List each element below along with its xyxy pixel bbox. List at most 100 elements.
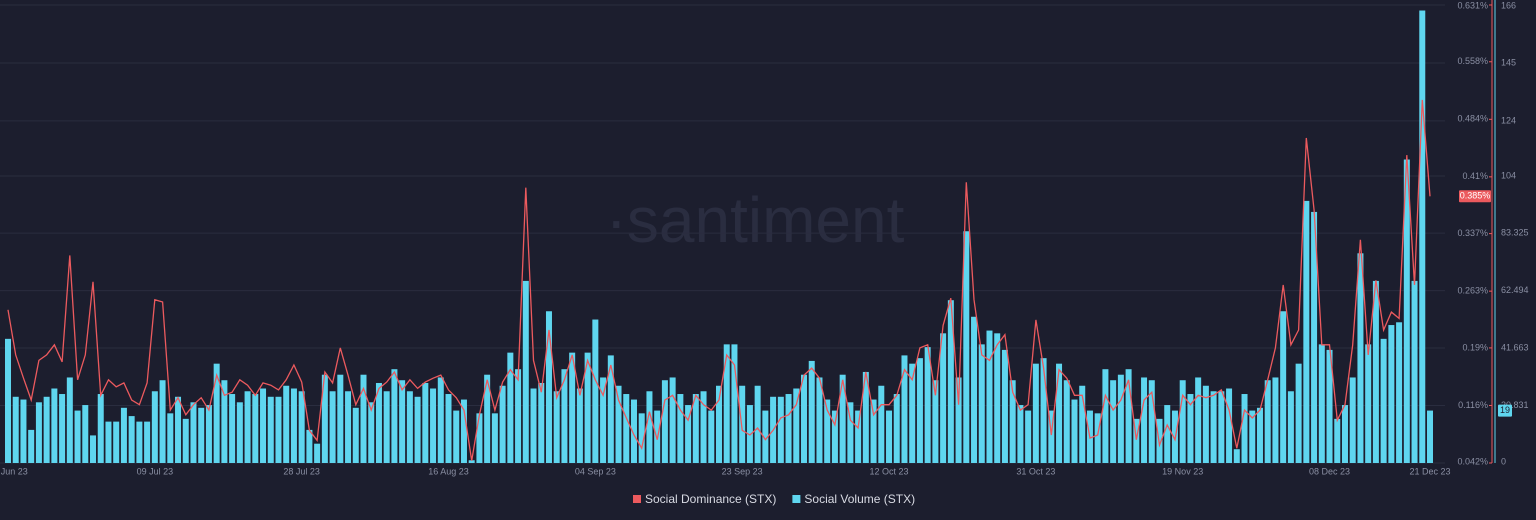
bar bbox=[1102, 369, 1109, 463]
bar bbox=[955, 377, 962, 463]
bar bbox=[120, 407, 127, 463]
bar bbox=[576, 388, 583, 463]
bar bbox=[1133, 418, 1140, 463]
bar bbox=[74, 410, 81, 463]
bar bbox=[677, 394, 684, 463]
bar bbox=[1195, 377, 1202, 463]
bar bbox=[777, 396, 784, 463]
bar bbox=[1202, 385, 1209, 463]
legend-label[interactable]: Social Volume (STX) bbox=[804, 492, 915, 506]
legend-swatch[interactable] bbox=[792, 495, 801, 503]
bar bbox=[716, 385, 722, 463]
bar bbox=[746, 405, 753, 463]
y2-tick-label: 0.042% bbox=[1457, 456, 1488, 466]
bar bbox=[1117, 374, 1124, 463]
bar bbox=[5, 338, 11, 463]
bar bbox=[870, 399, 877, 463]
bar bbox=[1396, 322, 1403, 463]
bar bbox=[971, 316, 978, 463]
bar bbox=[283, 385, 290, 463]
bar bbox=[198, 407, 205, 463]
bar bbox=[167, 413, 174, 463]
bar bbox=[59, 394, 66, 463]
bar bbox=[785, 394, 792, 463]
bar bbox=[1303, 200, 1310, 463]
bar bbox=[1110, 380, 1117, 463]
legend-label[interactable]: Social Dominance (STX) bbox=[645, 492, 776, 506]
bar bbox=[553, 391, 560, 463]
bar bbox=[314, 443, 321, 463]
bar bbox=[623, 394, 630, 463]
bar bbox=[375, 382, 382, 463]
bar bbox=[569, 352, 576, 463]
bar bbox=[669, 377, 676, 463]
x-tick-label: 08 Dec 23 bbox=[1309, 466, 1350, 476]
x-tick-label: 12 Oct 23 bbox=[870, 466, 909, 476]
bar bbox=[352, 407, 359, 463]
bar bbox=[1032, 363, 1039, 463]
bar bbox=[1063, 380, 1070, 463]
bar bbox=[1187, 394, 1194, 463]
bar bbox=[731, 344, 738, 463]
x-tick-label: 04 Sep 23 bbox=[575, 466, 616, 476]
bar bbox=[739, 385, 746, 463]
bar bbox=[1256, 407, 1263, 463]
bar bbox=[484, 374, 491, 463]
bar bbox=[360, 374, 367, 463]
bar bbox=[399, 380, 406, 463]
bar bbox=[886, 410, 893, 463]
bar bbox=[1427, 410, 1433, 463]
bar bbox=[205, 405, 212, 463]
bar bbox=[638, 413, 645, 463]
bar bbox=[1056, 363, 1063, 463]
y-tick-label: 41.663 bbox=[1501, 342, 1529, 352]
bar bbox=[144, 421, 151, 463]
bar bbox=[839, 374, 846, 463]
bar bbox=[530, 388, 537, 463]
y2-tick-label: 0.337% bbox=[1457, 228, 1488, 238]
bar bbox=[1001, 349, 1008, 463]
bar bbox=[661, 380, 668, 463]
bar bbox=[175, 396, 182, 463]
bar bbox=[1372, 280, 1379, 463]
bar bbox=[1272, 377, 1279, 463]
bar bbox=[453, 410, 460, 463]
x-tick-label: 19 Nov 23 bbox=[1162, 466, 1203, 476]
bar bbox=[213, 363, 220, 463]
bar bbox=[901, 355, 908, 463]
bar bbox=[499, 385, 506, 463]
bar bbox=[1179, 380, 1186, 463]
bar bbox=[1071, 399, 1078, 463]
bar bbox=[1318, 344, 1325, 463]
bar bbox=[893, 394, 900, 463]
bar bbox=[1326, 349, 1333, 463]
bar bbox=[607, 355, 614, 463]
bar bbox=[801, 374, 808, 463]
x-tick-label: 23 Sep 23 bbox=[722, 466, 763, 476]
bar bbox=[1264, 380, 1271, 463]
bar bbox=[1040, 358, 1047, 463]
bar bbox=[136, 421, 143, 463]
bar bbox=[1210, 391, 1217, 463]
bar bbox=[368, 402, 375, 463]
bar bbox=[831, 410, 838, 463]
bar bbox=[1388, 325, 1395, 463]
bar bbox=[1295, 363, 1302, 463]
bar bbox=[406, 391, 413, 463]
bar bbox=[824, 399, 831, 463]
bar bbox=[1164, 405, 1171, 463]
bar bbox=[28, 429, 35, 463]
bar bbox=[82, 405, 89, 463]
bar bbox=[909, 363, 916, 463]
legend-swatch[interactable] bbox=[633, 495, 641, 503]
bar bbox=[383, 391, 390, 463]
bar bbox=[561, 369, 568, 463]
bar bbox=[862, 371, 869, 463]
bar bbox=[20, 399, 27, 463]
bar bbox=[978, 344, 985, 463]
bar bbox=[1365, 344, 1372, 463]
bar bbox=[298, 391, 305, 463]
bar bbox=[584, 352, 591, 463]
bar bbox=[321, 374, 328, 463]
